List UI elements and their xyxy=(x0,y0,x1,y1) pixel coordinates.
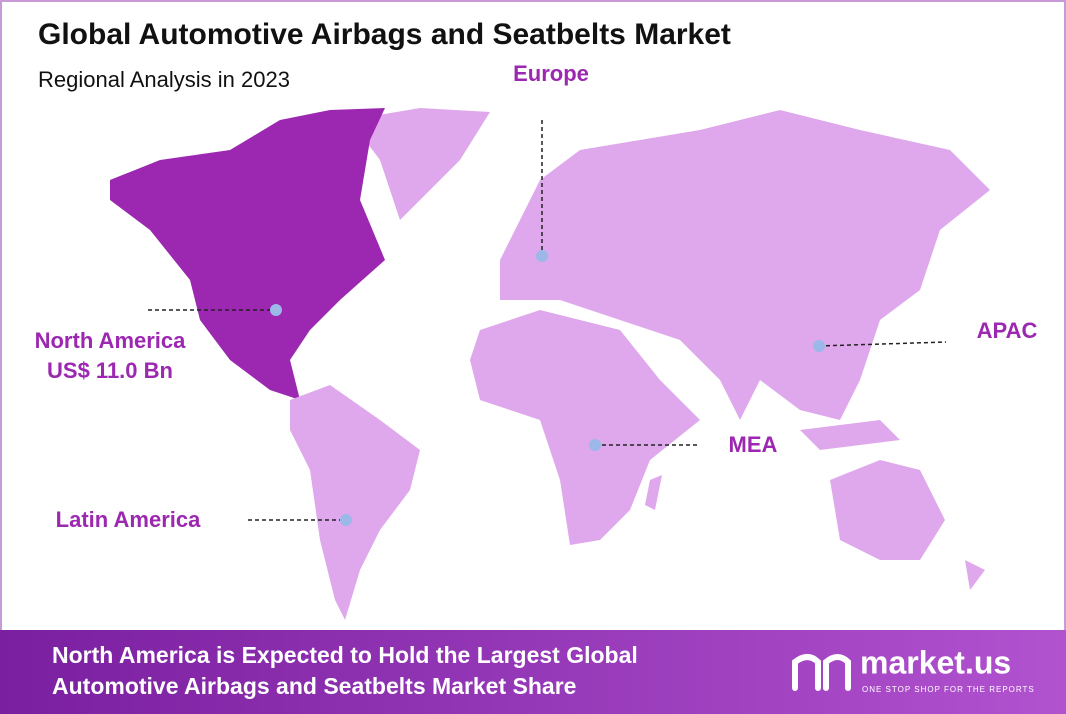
region-label: MEA xyxy=(729,432,778,457)
region-value: US$ 11.0 Bn xyxy=(47,358,173,383)
africa xyxy=(470,310,700,545)
footer-text: Automotive Airbags and Seatbelts Market … xyxy=(52,673,576,699)
region-label: APAC xyxy=(977,318,1038,343)
region-dot xyxy=(589,439,601,451)
logo: market.us ONE STOP SHOP FOR THE REPORTS xyxy=(792,644,1035,694)
logo-tagline: ONE STOP SHOP FOR THE REPORTS xyxy=(862,685,1035,694)
region-dot xyxy=(536,250,548,262)
south-america xyxy=(290,385,420,620)
australia xyxy=(830,460,945,560)
region-label: Europe xyxy=(513,61,589,86)
north-america xyxy=(110,108,385,400)
madagascar xyxy=(645,475,662,510)
eurasia xyxy=(500,110,990,420)
region-label: North America xyxy=(35,328,187,353)
leader-line xyxy=(818,341,947,347)
region-dot xyxy=(270,304,282,316)
new-zealand xyxy=(965,560,985,590)
callouts: North America US$ 11.0 Bn Europe APAC ME… xyxy=(35,61,1038,532)
indonesia xyxy=(800,420,900,450)
region-dot xyxy=(340,514,352,526)
region-label: Latin America xyxy=(56,507,201,532)
logo-name: market.us xyxy=(860,644,1011,680)
footer-text: North America is Expected to Hold the La… xyxy=(52,642,638,668)
greenland xyxy=(350,108,490,220)
subtitle: Regional Analysis in 2023 xyxy=(38,67,290,92)
world-map xyxy=(110,108,990,620)
title: Global Automotive Airbags and Seatbelts … xyxy=(38,18,731,51)
logo-icon xyxy=(792,654,851,691)
region-dot xyxy=(813,340,825,352)
footer-band xyxy=(0,630,1066,714)
